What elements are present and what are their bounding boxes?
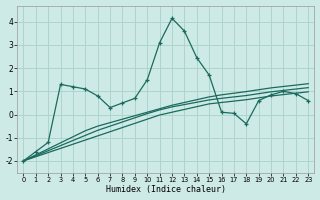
X-axis label: Humidex (Indice chaleur): Humidex (Indice chaleur)	[106, 185, 226, 194]
